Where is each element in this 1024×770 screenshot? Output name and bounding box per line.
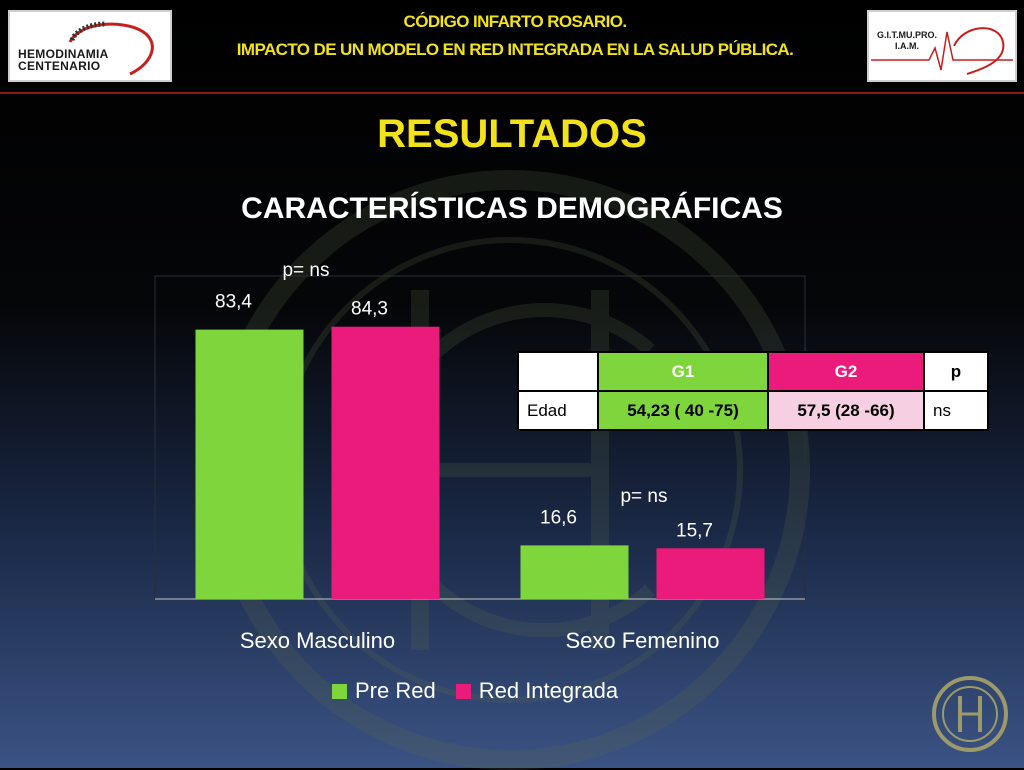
table-header-empty [517,351,599,392]
legend-swatch-red-integrada [455,683,471,699]
data-label-red-integrada-1: 15,7 [676,520,713,541]
data-label-red-integrada-0: 84,3 [351,299,388,320]
logo-left-line1: HEMODINAMIA [18,47,109,61]
legend-swatch-pre-red [332,683,347,699]
logo-left-line2: CENTENARIO [18,59,101,73]
table-cell-g1: 54,23 ( 40 -75) [597,390,769,431]
logo-right-line1: G.I.T.MU.PRO. [877,30,938,40]
gitmupro-logo: G.I.T.MU.PRO. I.A.M. [867,10,1017,82]
table-cell-p: ns [923,390,989,431]
legend-label-red-integrada: Red Integrada [478,678,619,703]
p-value-annotation-1: p= ns [620,486,667,507]
header-title-line2: IMPACTO DE UN MODELO EN RED INTEGRADA EN… [236,40,794,59]
section-title: RESULTADOS [377,112,647,156]
logo-right-line2: I.A.M. [895,41,919,51]
table-header-g2: G2 [767,351,925,392]
category-label-0: Sexo Masculino [240,628,395,653]
crest-emblem-icon [932,676,1008,752]
ecg-heart-icon [871,27,1013,75]
table-cell-g2: 57,5 (28 -66) [767,390,925,431]
table-header-p: p [923,351,989,392]
bar-pre-red-0 [195,329,304,599]
bar-pre-red-1 [520,545,629,599]
table-row-label: Edad [517,390,599,431]
legend-label-pre-red: Pre Red [355,678,436,703]
header-title-line1: CÓDIGO INFARTO ROSARIO. [403,12,628,31]
hemodinamia-logo: HEMODINAMIA CENTENARIO [8,10,172,82]
data-label-pre-red-1: 16,6 [540,507,577,528]
age-table: G1 G2 p Edad 54,23 ( 40 -75) 57,5 (28 -6… [517,351,989,431]
data-label-pre-red-0: 83,4 [215,292,252,313]
chart-subtitle: CARACTERÍSTICAS DEMOGRÁFICAS [241,192,783,225]
chart-legend: Pre Red Red Integrada [332,678,618,704]
table-header-g1: G1 [597,351,769,392]
heart-swirl-icon [68,21,154,76]
bar-red-integrada-1 [656,548,765,599]
p-value-annotation-0: p= ns [282,260,329,281]
category-label-1: Sexo Femenino [565,628,719,653]
bar-red-integrada-0 [331,326,440,599]
header-divider [0,92,1024,94]
